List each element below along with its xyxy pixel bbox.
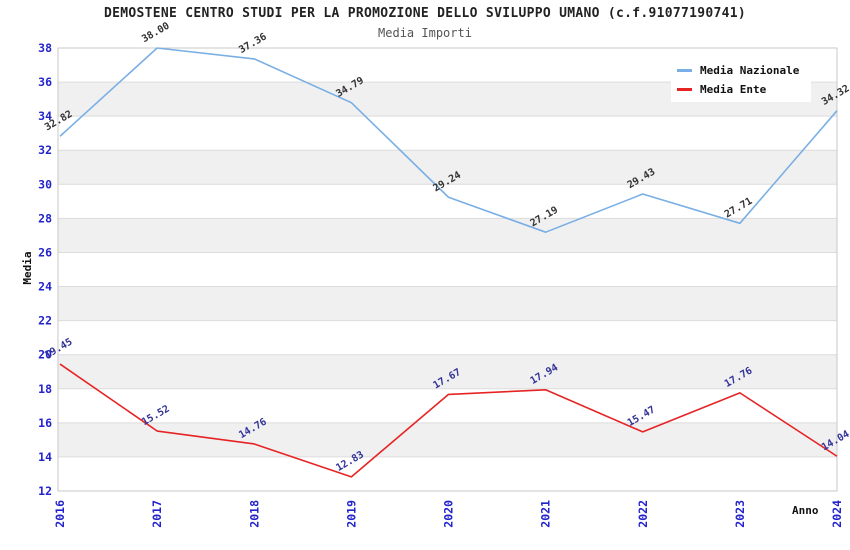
y-tick-label: 30 [38,177,52,191]
legend-item-media-ente[interactable]: Media Ente [677,80,811,99]
plot-band [58,150,837,185]
x-tick-label: 2024 [830,500,844,528]
y-tick-label: 28 [38,211,52,225]
plot-band [58,354,837,389]
x-tick-label: 2019 [344,500,358,528]
legend-label-media-nazionale: Media Nazionale [700,64,800,77]
chart-title: DEMOSTENE CENTRO STUDI PER LA PROMOZIONE… [103,6,746,21]
x-tick-label: 2021 [539,500,553,528]
data-label: 27.71 [723,196,755,221]
y-tick-label: 26 [38,245,52,259]
x-axis-title: Anno [792,504,819,517]
legend-item-media-nazionale[interactable]: Media Nazionale [677,61,811,80]
nazionale-line-marker [677,69,692,72]
ente-line-marker [677,88,692,91]
data-label: 38.00 [140,21,172,46]
x-tick-label: 2016 [53,500,67,528]
y-tick-label: 14 [38,450,52,464]
plot-border [57,47,838,492]
y-tick-label: 16 [38,416,52,430]
series-line-media-ente [59,363,838,478]
y-tick-label: 20 [38,348,52,362]
x-tick-label: 2017 [150,500,164,528]
legend-label-media-ente: Media Ente [700,83,767,96]
y-tick-label: 22 [38,314,52,328]
y-tick-label: 38 [38,41,52,55]
x-tick-label: 2022 [636,500,650,528]
plot-band [58,218,837,253]
y-tick-label: 34 [38,109,52,123]
plot-band [58,422,837,457]
y-tick-label: 18 [38,382,52,396]
y-tick-label: 24 [38,280,52,294]
x-tick-label: 2023 [733,500,747,528]
series-line-media-nazionale [59,47,838,233]
y-tick-label: 36 [38,75,52,89]
x-tick-label: 2020 [442,500,456,528]
x-tick-label: 2018 [247,500,261,528]
y-tick-label: 12 [38,484,52,498]
y-axis-title: Media [21,251,34,285]
legend: Media Nazionale Media Ente [671,58,811,102]
y-tick-label: 32 [38,143,52,157]
chart-subtitle: Media Importi [378,26,472,40]
plot-band [58,286,837,321]
data-label: 37.36 [237,31,269,56]
